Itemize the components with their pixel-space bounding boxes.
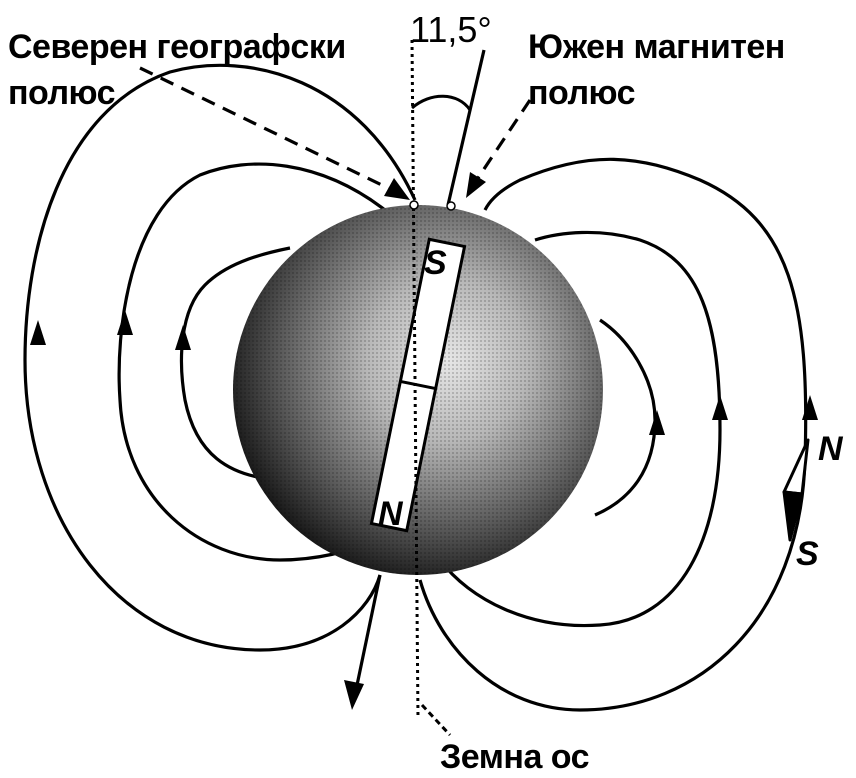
field-line-right-middle: [438, 230, 722, 628]
tilt-angle-label: 11,5°: [410, 9, 492, 50]
magnetic-axis-bottom: [354, 574, 382, 691]
magnetic-pole-marker: [446, 201, 456, 211]
compass-south-label: S: [796, 535, 819, 573]
magnetic-axis-top: [446, 49, 486, 206]
arrow-right-inner: [649, 410, 665, 435]
arrow-right-middle: [712, 395, 728, 420]
field-lines-left: [23, 63, 417, 652]
field-line-right-inner: [594, 318, 657, 517]
earth-axis-label-leader: [420, 703, 452, 737]
compass-needle: [782, 438, 810, 542]
geographic-pole-leader: [139, 66, 393, 192]
compass-needle-north-half: [782, 438, 810, 496]
magnet-north-pole-label: N: [378, 495, 404, 533]
geographic-pole-marker: [409, 200, 419, 210]
geographic-pole-arrow-icon: [384, 178, 410, 200]
magnetic-axis-arrow-icon: [344, 680, 364, 710]
field-line-left-middle: [117, 162, 386, 562]
geographic-pole-label-line1: Северен географски: [8, 28, 346, 66]
arrow-left-outer: [30, 320, 46, 345]
field-line-left-inner: [179, 246, 291, 482]
magnetic-pole-leader: [476, 99, 532, 179]
magnetic-pole-arrow-icon: [466, 172, 486, 198]
field-direction-arrows: [30, 310, 818, 435]
magnetic-pole-label-line1: Южен магнитен: [528, 28, 785, 66]
magnet-south-pole-label: S: [424, 244, 447, 282]
arrow-right-outer: [802, 395, 818, 420]
compass-needle-south-half: [782, 490, 804, 542]
arrow-left-middle: [117, 310, 133, 335]
earth-axis-label: Земна ос: [440, 738, 589, 776]
earth-axis-line: [410, 39, 420, 719]
compass-north-label: N: [818, 430, 844, 468]
tilt-angle-arc: [411, 94, 472, 111]
field-line-left-outer: [23, 63, 417, 652]
bar-magnet: [369, 237, 467, 533]
arrow-left-inner: [175, 325, 191, 350]
magnetic-pole-label-line2: полюс: [528, 74, 635, 112]
geographic-pole-label-line2: полюс: [8, 74, 115, 112]
